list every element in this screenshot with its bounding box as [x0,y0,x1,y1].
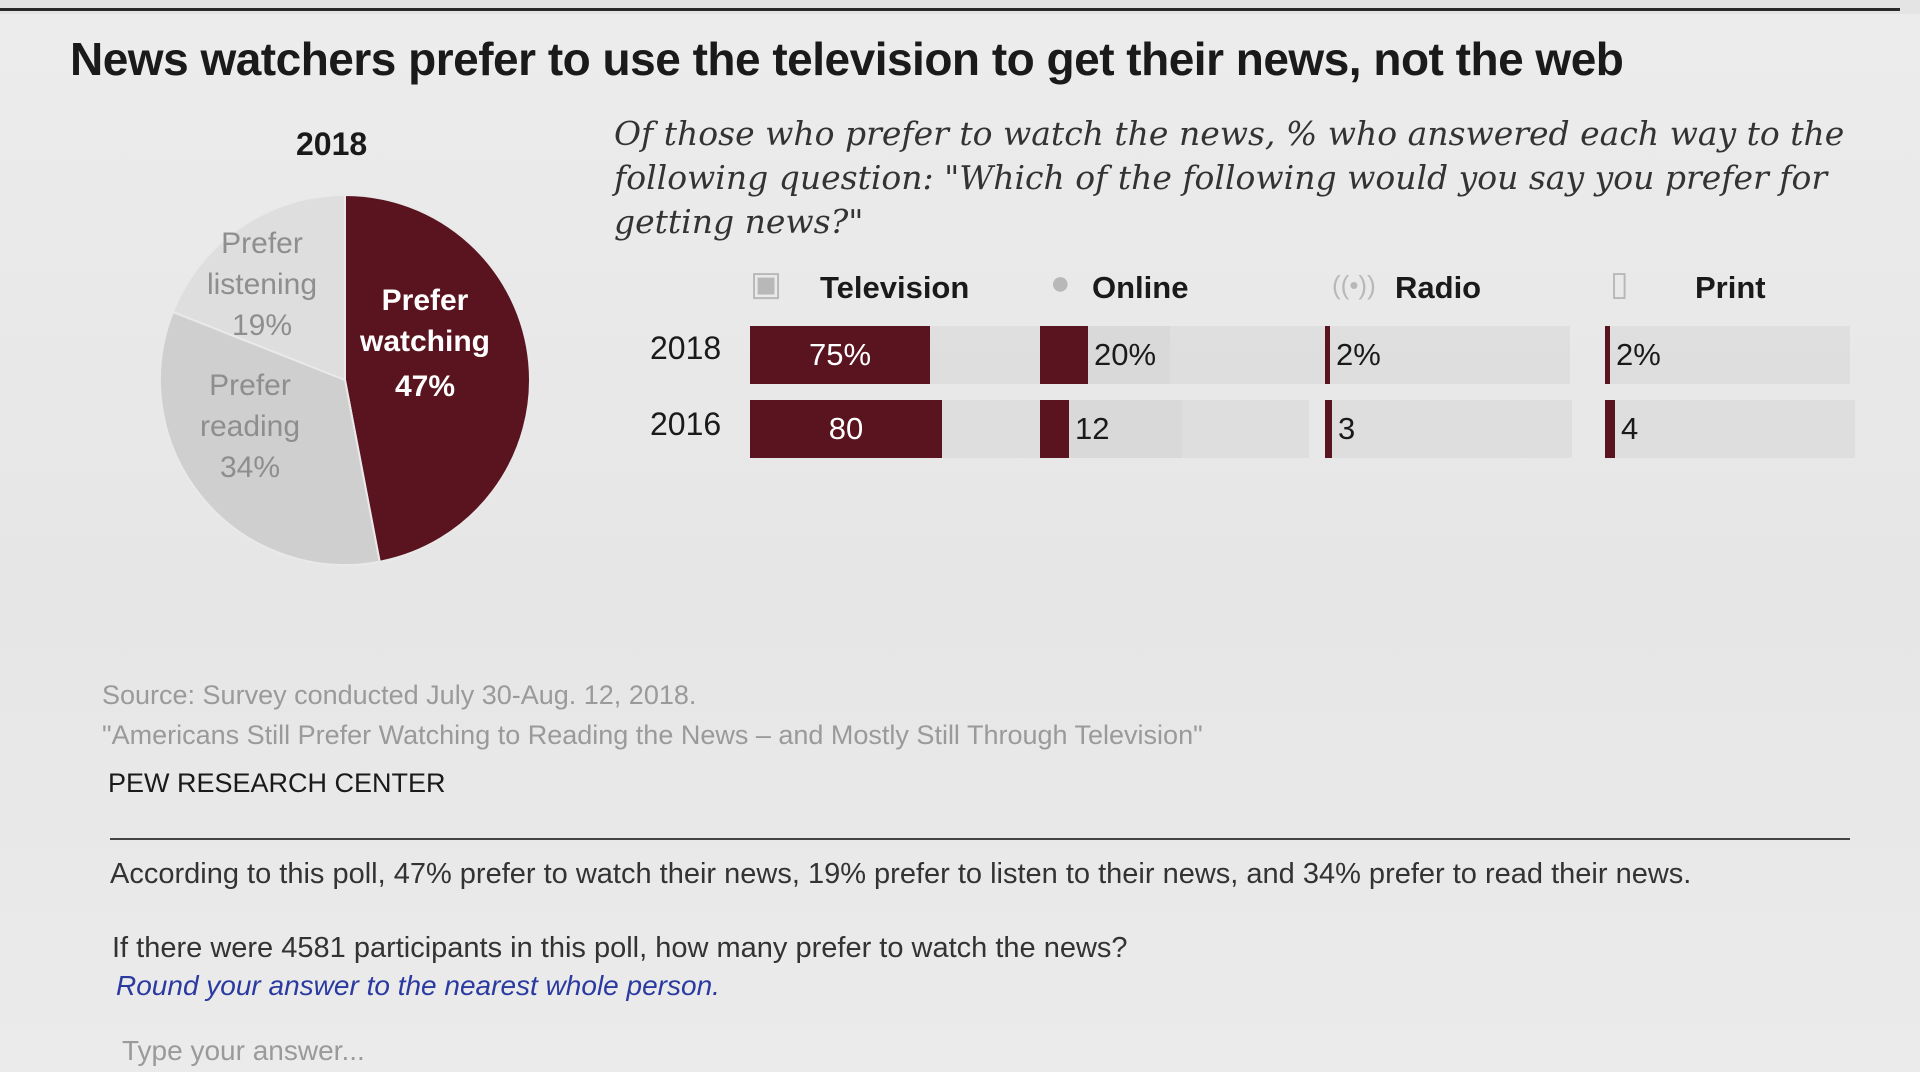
pie-label-reading: Prefer reading 34% [199,369,301,484]
column-header-television: Television [820,270,970,305]
divider [110,838,1850,840]
bar-online-2018 [1040,326,1088,384]
bar-label-print-2016: 4 [1621,411,1639,446]
bar-chart: 2018 2016 ▣ Television ● Online ((•)) Ra… [620,258,1880,498]
bar-radio-2016 [1325,400,1332,458]
column-header-radio: Radio [1395,270,1482,305]
bar-label-radio-2018: 2% [1336,337,1381,372]
problem-statement: According to this poll, 47% prefer to wa… [110,858,1692,890]
pie-slice-listening [171,193,346,382]
pie-chart-svg [159,193,531,566]
pie-label-listening: Prefer listening 19% [206,227,318,342]
bar-label-print-2018: 2% [1616,337,1661,372]
bar-chart-subtitle: Of those who prefer to watch the news, %… [614,114,1845,241]
source-line-1: Source: Survey conducted July 30-Aug. 12… [102,680,697,710]
bar-print-2016 [1605,400,1615,458]
pie-year-label: 2018 [296,126,368,162]
bar-label-television-2018: 75% [808,337,872,372]
bar-label-television-2016: 80 [828,411,864,446]
radio-icon: ((•)) [1332,270,1376,300]
newspaper-icon: ▯ [1610,265,1629,303]
pie-label-watching: Prefer watching 47% [359,284,490,403]
pie-slice-watching [344,193,531,563]
bar-track-online-2016 [1069,400,1309,458]
bar-track-radio-2018 [1330,326,1570,384]
problem-question: If there were 4581 participants in this … [112,932,1128,964]
source-line-2: "Americans Still Prefer Watching to Read… [102,720,1203,750]
year-label-2016: 2016 [650,406,722,442]
year-label-2018: 2018 [650,330,722,366]
problem-hint: Round your answer to the nearest whole p… [116,970,720,1001]
top-rule [0,8,1900,11]
bar-television-2016 [750,400,942,458]
bar-track-radio-2016 [1332,400,1572,458]
mouse-icon: ● [1050,264,1071,302]
bar-track-online-2018 [1088,326,1328,384]
bar-track-print-2018 [1610,326,1850,384]
bar-label-online-2018: 20% [1094,337,1157,372]
pie-slice-reading [159,310,381,566]
chart-title: News watchers prefer to use the televisi… [70,33,1624,85]
column-header-print: Print [1695,270,1766,305]
bar-online-2016 [1040,400,1069,458]
bar-label-radio-2016: 3 [1338,411,1356,446]
bar-track-print-2016 [1615,400,1855,458]
column-header-online: Online [1092,270,1189,305]
bar-television-2018 [750,326,930,384]
bar-label-online-2016: 12 [1075,411,1110,446]
bar-print-2018 [1605,326,1610,384]
source-note: Source: Survey conducted July 30-Aug. 12… [102,675,1203,755]
org-credit: PEW RESEARCH CENTER [108,768,446,798]
television-icon: ▣ [750,265,783,303]
bar-radio-2018 [1325,326,1330,384]
pie-chart: Prefer watching 47% Prefer reading 34% P… [150,185,540,575]
answer-input[interactable] [120,1030,824,1072]
